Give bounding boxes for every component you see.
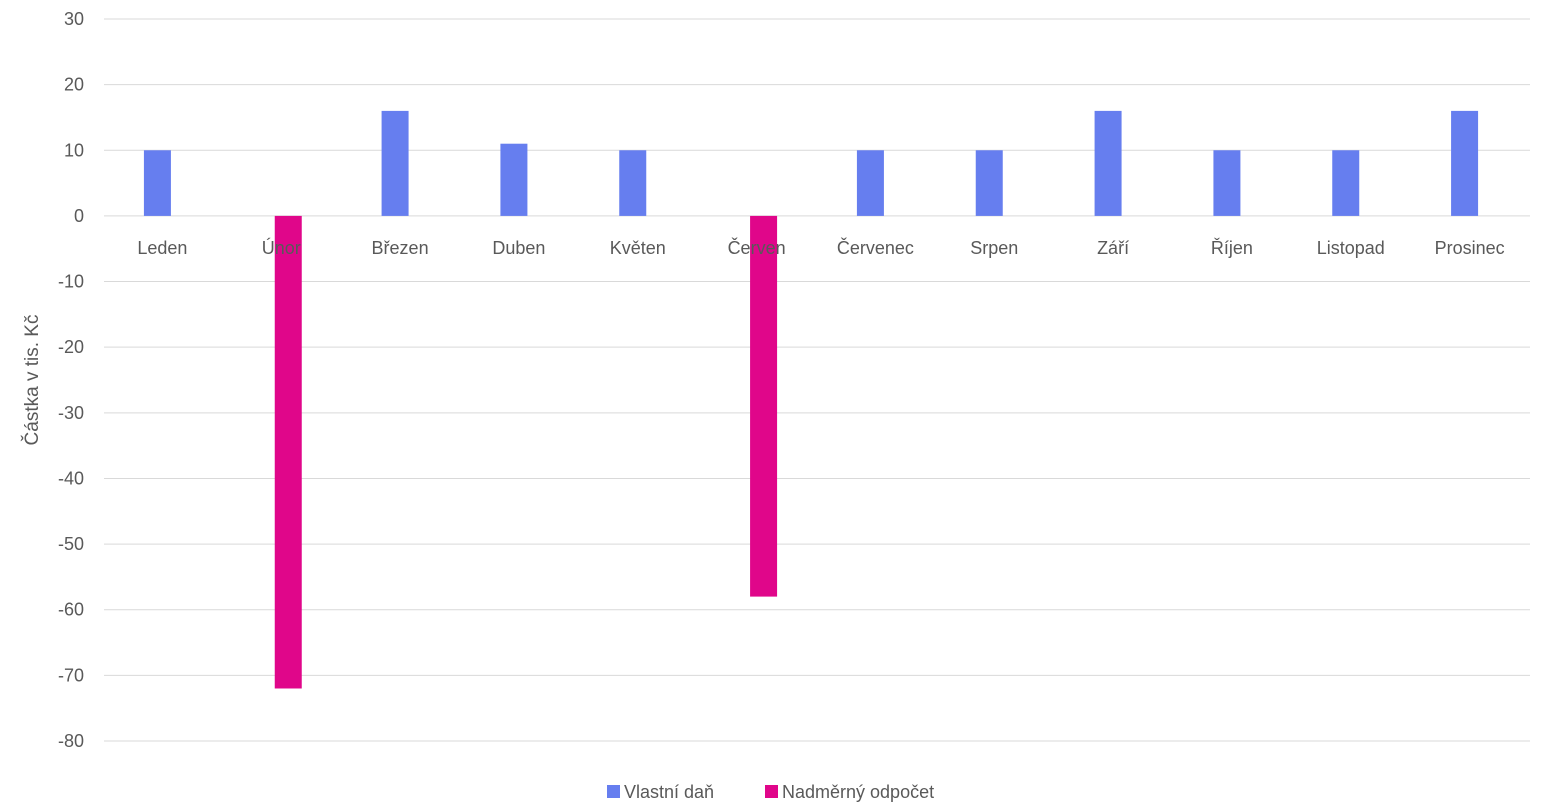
- x-category-label: Květen: [610, 238, 666, 258]
- x-category-label: Červenec: [837, 237, 914, 258]
- x-category-label: Listopad: [1317, 238, 1385, 258]
- bar-vlastni-dan: [856, 150, 884, 216]
- bar-vlastni-dan: [1213, 150, 1241, 216]
- y-tick-label: -30: [58, 403, 84, 423]
- bars: [143, 110, 1479, 689]
- x-category-label: Prosinec: [1435, 238, 1505, 258]
- bar-vlastni-dan: [1451, 110, 1479, 216]
- legend-swatch: [765, 785, 778, 798]
- y-tick-label: -70: [58, 665, 84, 685]
- legend-label: Nadměrný odpočet: [782, 782, 934, 802]
- x-category-label: Červen: [728, 237, 786, 258]
- x-category-label: Březen: [372, 238, 429, 258]
- legend-label: Vlastní daň: [624, 782, 714, 802]
- x-axis-categories: Leden Únor Březen Duben Květen Červen Červenec…: [137, 237, 1504, 258]
- bar-vlastni-dan: [500, 143, 528, 216]
- x-category-label: Září: [1097, 238, 1129, 258]
- y-tick-label: -40: [58, 468, 84, 488]
- y-tick-label: -20: [58, 337, 84, 357]
- y-tick-label: 0: [74, 206, 84, 226]
- y-axis-ticks: 30 20 10 0 -10 -20 -30 -40 -50 -60 -70 -80: [58, 9, 84, 751]
- bar-vlastni-dan: [1332, 150, 1360, 216]
- bar-nadmerny-odpocet: [274, 215, 302, 689]
- y-tick-label: -60: [58, 600, 84, 620]
- bar-nadmerny-odpocet: [750, 215, 778, 597]
- y-tick-label: 30: [64, 9, 84, 29]
- x-category-label: Srpen: [970, 238, 1018, 258]
- x-category-label: Říjen: [1211, 238, 1253, 258]
- bar-vlastni-dan: [975, 150, 1003, 216]
- bar-vlastni-dan: [381, 110, 409, 216]
- x-category-label: Únor: [262, 237, 301, 258]
- bar-vlastni-dan: [143, 150, 171, 216]
- y-tick-label: 20: [64, 75, 84, 95]
- y-tick-label: -10: [58, 272, 84, 292]
- bar-vlastni-dan: [619, 150, 647, 216]
- y-tick-label: -50: [58, 534, 84, 554]
- legend: Vlastní daň Nadměrný odpočet: [607, 782, 934, 802]
- x-category-label: Leden: [137, 238, 187, 258]
- y-axis-title: Částka v tis. Kč: [21, 315, 43, 446]
- y-tick-label: 10: [64, 140, 84, 160]
- y-tick-label: -80: [58, 731, 84, 751]
- x-category-label: Duben: [492, 238, 545, 258]
- bar-vlastni-dan: [1094, 110, 1122, 216]
- gridlines: [104, 18, 1530, 742]
- legend-swatch: [607, 785, 620, 798]
